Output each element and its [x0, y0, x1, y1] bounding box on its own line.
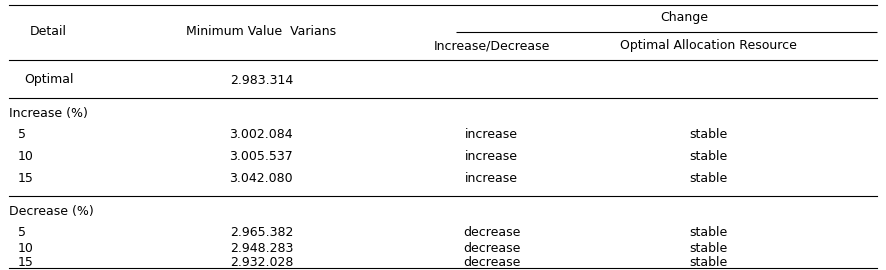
Text: Minimum Value  Varians: Minimum Value Varians [186, 25, 337, 38]
Text: 5: 5 [18, 129, 26, 141]
Text: 2.965.382: 2.965.382 [229, 227, 293, 239]
Text: decrease: decrease [463, 242, 520, 255]
Text: stable: stable [689, 150, 728, 164]
Text: 2.948.283: 2.948.283 [229, 242, 293, 255]
Text: stable: stable [689, 242, 728, 255]
Text: increase: increase [465, 150, 518, 164]
Text: Optimal Allocation Resource: Optimal Allocation Resource [620, 39, 797, 52]
Text: 2.932.028: 2.932.028 [229, 255, 293, 268]
Text: 3.002.084: 3.002.084 [229, 129, 293, 141]
Text: stable: stable [689, 173, 728, 185]
Text: Decrease (%): Decrease (%) [9, 205, 94, 218]
Text: Increase (%): Increase (%) [9, 106, 88, 120]
Text: increase: increase [465, 173, 518, 185]
Text: 15: 15 [18, 173, 34, 185]
Text: 2.983.314: 2.983.314 [229, 73, 293, 86]
Text: 10: 10 [18, 242, 34, 255]
Text: stable: stable [689, 129, 728, 141]
Text: 15: 15 [18, 255, 34, 268]
Text: Detail: Detail [30, 25, 67, 38]
Text: 5: 5 [18, 227, 26, 239]
Text: 10: 10 [18, 150, 34, 164]
Text: stable: stable [689, 227, 728, 239]
Text: increase: increase [465, 129, 518, 141]
Text: decrease: decrease [463, 255, 520, 268]
Text: stable: stable [689, 255, 728, 268]
Text: Optimal: Optimal [24, 73, 74, 86]
Text: 3.005.537: 3.005.537 [229, 150, 293, 164]
Text: 3.042.080: 3.042.080 [229, 173, 293, 185]
Text: decrease: decrease [463, 227, 520, 239]
Text: Increase/Decrease: Increase/Decrease [433, 39, 550, 52]
Text: Change: Change [660, 11, 709, 23]
